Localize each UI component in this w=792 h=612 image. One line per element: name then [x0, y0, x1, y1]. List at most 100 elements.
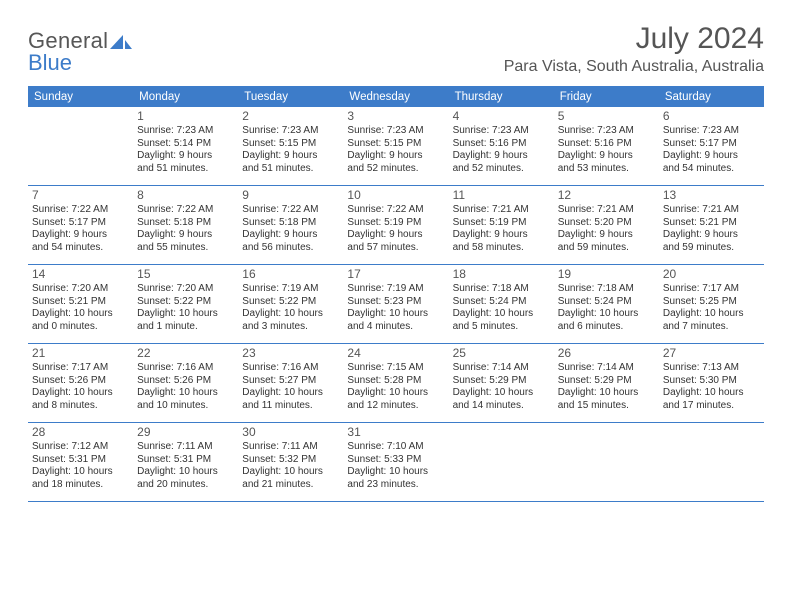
day-number: 13 [663, 188, 760, 203]
daylight-text: Daylight: 10 hours [32, 466, 129, 479]
daylight-text: Daylight: 10 hours [32, 308, 129, 321]
sunrise-text: Sunrise: 7:20 AM [32, 283, 129, 296]
day-cell: 10Sunrise: 7:22 AMSunset: 5:19 PMDayligh… [343, 186, 448, 264]
daylight-text: Daylight: 10 hours [242, 308, 339, 321]
dow-tue: Tuesday [238, 88, 343, 107]
logo-sail-icon [110, 33, 132, 54]
sunset-text: Sunset: 5:15 PM [242, 138, 339, 151]
sunset-text: Sunset: 5:26 PM [137, 375, 234, 388]
day-cell [659, 423, 764, 501]
week-row: 14Sunrise: 7:20 AMSunset: 5:21 PMDayligh… [28, 265, 764, 344]
daylight-text: Daylight: 9 hours [663, 229, 760, 242]
daylight-text: and 8 minutes. [32, 400, 129, 413]
day-number: 19 [558, 267, 655, 282]
day-number: 26 [558, 346, 655, 361]
daylight-text: and 5 minutes. [453, 321, 550, 334]
sunset-text: Sunset: 5:19 PM [347, 217, 444, 230]
daylight-text: and 3 minutes. [242, 321, 339, 334]
sunrise-text: Sunrise: 7:17 AM [663, 283, 760, 296]
daylight-text: Daylight: 9 hours [453, 229, 550, 242]
day-cell: 12Sunrise: 7:21 AMSunset: 5:20 PMDayligh… [554, 186, 659, 264]
week-row: 21Sunrise: 7:17 AMSunset: 5:26 PMDayligh… [28, 344, 764, 423]
day-number: 27 [663, 346, 760, 361]
day-cell: 17Sunrise: 7:19 AMSunset: 5:23 PMDayligh… [343, 265, 448, 343]
week-row: 7Sunrise: 7:22 AMSunset: 5:17 PMDaylight… [28, 186, 764, 265]
day-cell: 15Sunrise: 7:20 AMSunset: 5:22 PMDayligh… [133, 265, 238, 343]
daylight-text: and 58 minutes. [453, 242, 550, 255]
day-cell: 31Sunrise: 7:10 AMSunset: 5:33 PMDayligh… [343, 423, 448, 501]
day-number: 9 [242, 188, 339, 203]
day-cell: 7Sunrise: 7:22 AMSunset: 5:17 PMDaylight… [28, 186, 133, 264]
daylight-text: and 54 minutes. [32, 242, 129, 255]
day-number: 30 [242, 425, 339, 440]
daylight-text: Daylight: 9 hours [32, 229, 129, 242]
sunset-text: Sunset: 5:24 PM [558, 296, 655, 309]
sunset-text: Sunset: 5:21 PM [663, 217, 760, 230]
day-number: 2 [242, 109, 339, 124]
sunset-text: Sunset: 5:25 PM [663, 296, 760, 309]
day-cell: 2Sunrise: 7:23 AMSunset: 5:15 PMDaylight… [238, 107, 343, 185]
daylight-text: Daylight: 10 hours [453, 308, 550, 321]
title-block: July 2024 Para Vista, South Australia, A… [504, 22, 764, 76]
sunrise-text: Sunrise: 7:23 AM [137, 125, 234, 138]
day-cell: 26Sunrise: 7:14 AMSunset: 5:29 PMDayligh… [554, 344, 659, 422]
header: General Blue July 2024 Para Vista, South… [28, 22, 764, 76]
calendar: Sunday Monday Tuesday Wednesday Thursday… [28, 86, 764, 502]
daylight-text: Daylight: 9 hours [347, 150, 444, 163]
daylight-text: Daylight: 9 hours [242, 150, 339, 163]
sunset-text: Sunset: 5:31 PM [32, 454, 129, 467]
sunset-text: Sunset: 5:20 PM [558, 217, 655, 230]
sunrise-text: Sunrise: 7:11 AM [137, 441, 234, 454]
sunset-text: Sunset: 5:22 PM [137, 296, 234, 309]
daylight-text: Daylight: 10 hours [453, 387, 550, 400]
daylight-text: and 7 minutes. [663, 321, 760, 334]
sunrise-text: Sunrise: 7:16 AM [242, 362, 339, 375]
day-number: 20 [663, 267, 760, 282]
day-number: 10 [347, 188, 444, 203]
sunrise-text: Sunrise: 7:23 AM [663, 125, 760, 138]
daylight-text: and 23 minutes. [347, 479, 444, 492]
sunset-text: Sunset: 5:30 PM [663, 375, 760, 388]
daylight-text: and 17 minutes. [663, 400, 760, 413]
sunrise-text: Sunrise: 7:23 AM [558, 125, 655, 138]
daylight-text: and 0 minutes. [32, 321, 129, 334]
sunset-text: Sunset: 5:18 PM [137, 217, 234, 230]
sunrise-text: Sunrise: 7:21 AM [663, 204, 760, 217]
daylight-text: Daylight: 10 hours [347, 466, 444, 479]
day-number: 31 [347, 425, 444, 440]
daylight-text: Daylight: 10 hours [137, 466, 234, 479]
sunset-text: Sunset: 5:15 PM [347, 138, 444, 151]
daylight-text: Daylight: 10 hours [242, 387, 339, 400]
location: Para Vista, South Australia, Australia [504, 58, 764, 76]
day-cell: 23Sunrise: 7:16 AMSunset: 5:27 PMDayligh… [238, 344, 343, 422]
daylight-text: Daylight: 10 hours [347, 387, 444, 400]
daylight-text: Daylight: 10 hours [663, 308, 760, 321]
day-number: 8 [137, 188, 234, 203]
day-cell [449, 423, 554, 501]
sunrise-text: Sunrise: 7:11 AM [242, 441, 339, 454]
sunset-text: Sunset: 5:18 PM [242, 217, 339, 230]
daylight-text: Daylight: 10 hours [137, 387, 234, 400]
sunrise-text: Sunrise: 7:13 AM [663, 362, 760, 375]
dow-wed: Wednesday [343, 88, 448, 107]
sunset-text: Sunset: 5:29 PM [558, 375, 655, 388]
sunrise-text: Sunrise: 7:23 AM [453, 125, 550, 138]
daylight-text: and 6 minutes. [558, 321, 655, 334]
daylight-text: Daylight: 9 hours [558, 150, 655, 163]
daylight-text: and 21 minutes. [242, 479, 339, 492]
day-cell: 19Sunrise: 7:18 AMSunset: 5:24 PMDayligh… [554, 265, 659, 343]
sunset-text: Sunset: 5:14 PM [137, 138, 234, 151]
sunrise-text: Sunrise: 7:19 AM [347, 283, 444, 296]
daylight-text: Daylight: 10 hours [663, 387, 760, 400]
logo-word1: General [28, 28, 108, 53]
sunset-text: Sunset: 5:29 PM [453, 375, 550, 388]
daylight-text: and 55 minutes. [137, 242, 234, 255]
daylight-text: and 4 minutes. [347, 321, 444, 334]
sunset-text: Sunset: 5:22 PM [242, 296, 339, 309]
sunset-text: Sunset: 5:27 PM [242, 375, 339, 388]
day-cell: 11Sunrise: 7:21 AMSunset: 5:19 PMDayligh… [449, 186, 554, 264]
sunset-text: Sunset: 5:16 PM [558, 138, 655, 151]
daylight-text: Daylight: 10 hours [558, 308, 655, 321]
daylight-text: and 1 minute. [137, 321, 234, 334]
day-number: 3 [347, 109, 444, 124]
